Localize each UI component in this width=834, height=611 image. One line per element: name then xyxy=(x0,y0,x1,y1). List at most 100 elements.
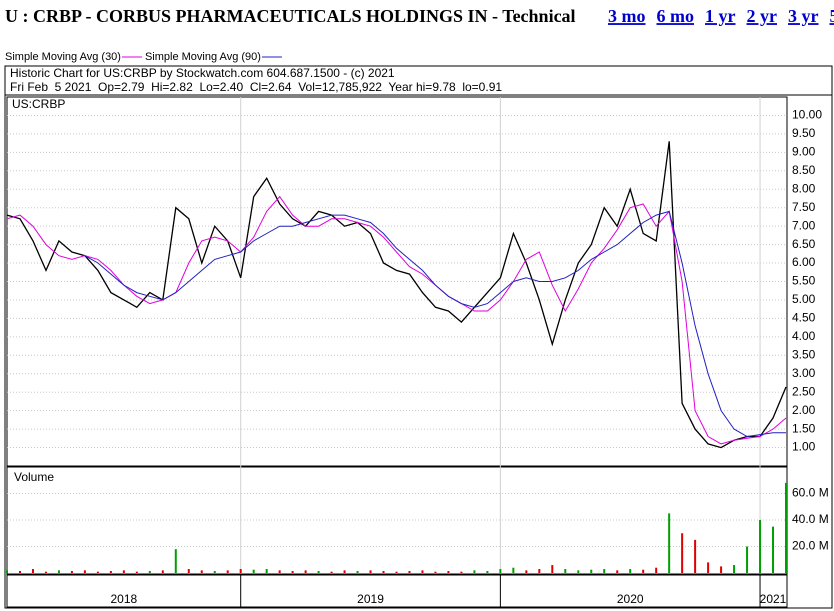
volume-bar xyxy=(187,569,190,573)
volume-bar xyxy=(161,570,164,573)
volume-bar xyxy=(629,569,632,573)
y-tick-label: 5.50 xyxy=(792,274,816,288)
volume-bar xyxy=(265,569,268,573)
range-link[interactable]: 1 yr xyxy=(705,6,736,26)
volume-bar xyxy=(668,513,671,573)
volume-bar xyxy=(18,571,21,573)
range-link[interactable]: 3 mo xyxy=(608,6,646,26)
y-tick-label: 1.50 xyxy=(792,421,816,435)
volume-bar xyxy=(343,570,346,573)
volume-bar xyxy=(473,570,476,573)
volume-bar xyxy=(681,533,684,573)
moving-average-line xyxy=(84,210,786,438)
page-title: U : CRBP - CORBUS PHARMACEUTICALS HOLDIN… xyxy=(5,6,576,26)
y-tick-label: 40.0 M xyxy=(792,512,829,526)
chart-frame xyxy=(4,65,833,609)
volume-bar xyxy=(252,569,255,573)
volume-bar xyxy=(694,539,697,573)
y-tick-label: 7.50 xyxy=(792,200,816,214)
volume-bar xyxy=(174,549,177,573)
volume-bar xyxy=(707,562,710,573)
volume-bar xyxy=(551,565,554,573)
volume-bar xyxy=(408,571,411,573)
volume-bar xyxy=(148,571,151,573)
y-tick-label: 3.50 xyxy=(792,347,816,361)
volume-bar xyxy=(720,566,723,573)
volume-bar xyxy=(278,570,281,573)
legend-label: Simple Moving Avg (30) xyxy=(5,51,121,63)
volume-bar xyxy=(44,571,47,573)
legend-label: Simple Moving Avg (90) xyxy=(145,51,261,63)
volume-bar xyxy=(616,570,619,573)
volume-bar xyxy=(538,569,541,573)
range-link[interactable]: 2 yr xyxy=(747,6,778,26)
panel-label: Volume xyxy=(14,470,54,484)
volume-bar xyxy=(109,571,112,573)
volume-bar xyxy=(239,569,242,573)
y-tick-label: 10.00 xyxy=(792,108,822,122)
range-links: 3 mo 6 mo 1 yr 2 yr 3 yr 5 yr xyxy=(608,6,834,26)
volume-bar xyxy=(512,567,515,573)
y-tick-label: 9.50 xyxy=(792,126,816,140)
panel-label: US:CRBP xyxy=(12,97,65,111)
range-link[interactable]: 3 yr xyxy=(788,6,819,26)
x-tick-label: 2019 xyxy=(357,592,384,606)
range-link[interactable]: 6 mo xyxy=(657,6,695,26)
y-tick-label: 2.00 xyxy=(792,403,816,417)
volume-bar xyxy=(603,569,606,573)
y-tick-label: 3.00 xyxy=(792,366,816,380)
volume-bar xyxy=(447,571,450,573)
volume-bar xyxy=(330,571,333,573)
volume-bar xyxy=(6,570,8,573)
volume-bar xyxy=(57,570,60,573)
volume-bar xyxy=(642,569,645,573)
y-tick-label: 4.50 xyxy=(792,311,816,325)
y-tick-label: 8.00 xyxy=(792,181,816,195)
volume-bar xyxy=(395,571,398,573)
volume-bar xyxy=(525,570,528,573)
volume-bar xyxy=(460,571,463,573)
volume-bar xyxy=(304,570,307,573)
volume-bar xyxy=(759,520,762,573)
date-band xyxy=(6,574,788,608)
volume-bar xyxy=(317,571,320,573)
volume-bar xyxy=(96,571,99,573)
volume-bar xyxy=(785,482,787,573)
moving-average-line xyxy=(6,195,787,445)
chart-title: Historic Chart for US:CRBP by Stockwatch… xyxy=(10,66,395,80)
y-tick-label: 2.50 xyxy=(792,384,816,398)
volume-bar xyxy=(83,570,86,573)
chart-subtitle: Fri Feb 5 2021 Op=2.79 Hi=2.82 Lo=2.40 C… xyxy=(10,80,502,94)
y-tick-label: 6.50 xyxy=(792,237,816,251)
volume-bar xyxy=(200,570,203,573)
legend: Simple Moving Avg (30) Simple Moving Avg … xyxy=(5,51,282,63)
volume-bar xyxy=(499,569,502,573)
y-tick-label: 7.00 xyxy=(792,218,816,232)
volume-bar xyxy=(577,570,580,573)
price-line xyxy=(6,141,787,449)
volume-bar xyxy=(421,570,424,573)
x-tick-label: 2020 xyxy=(617,592,644,606)
x-tick-label: 2021 xyxy=(760,592,787,606)
y-tick-label: 9.00 xyxy=(792,145,816,159)
volume-bar xyxy=(590,569,593,573)
volume-bar xyxy=(135,571,138,573)
volume-bar xyxy=(772,526,775,573)
volume-bar xyxy=(655,567,658,573)
volume-bar xyxy=(746,546,749,573)
y-tick-label: 60.0 M xyxy=(792,486,829,500)
volume-bar xyxy=(31,569,34,573)
volume-bar xyxy=(434,571,437,573)
volume-bar xyxy=(382,571,385,573)
volume-bar xyxy=(70,571,73,573)
y-tick-label: 8.50 xyxy=(792,163,816,177)
volume-bar xyxy=(213,571,216,573)
y-tick-label: 1.00 xyxy=(792,440,816,454)
volume-bar xyxy=(486,571,489,573)
volume-bar xyxy=(733,565,736,573)
y-tick-label: 5.00 xyxy=(792,292,816,306)
volume-bar xyxy=(226,570,229,573)
range-link[interactable]: 5 yr xyxy=(830,6,834,26)
